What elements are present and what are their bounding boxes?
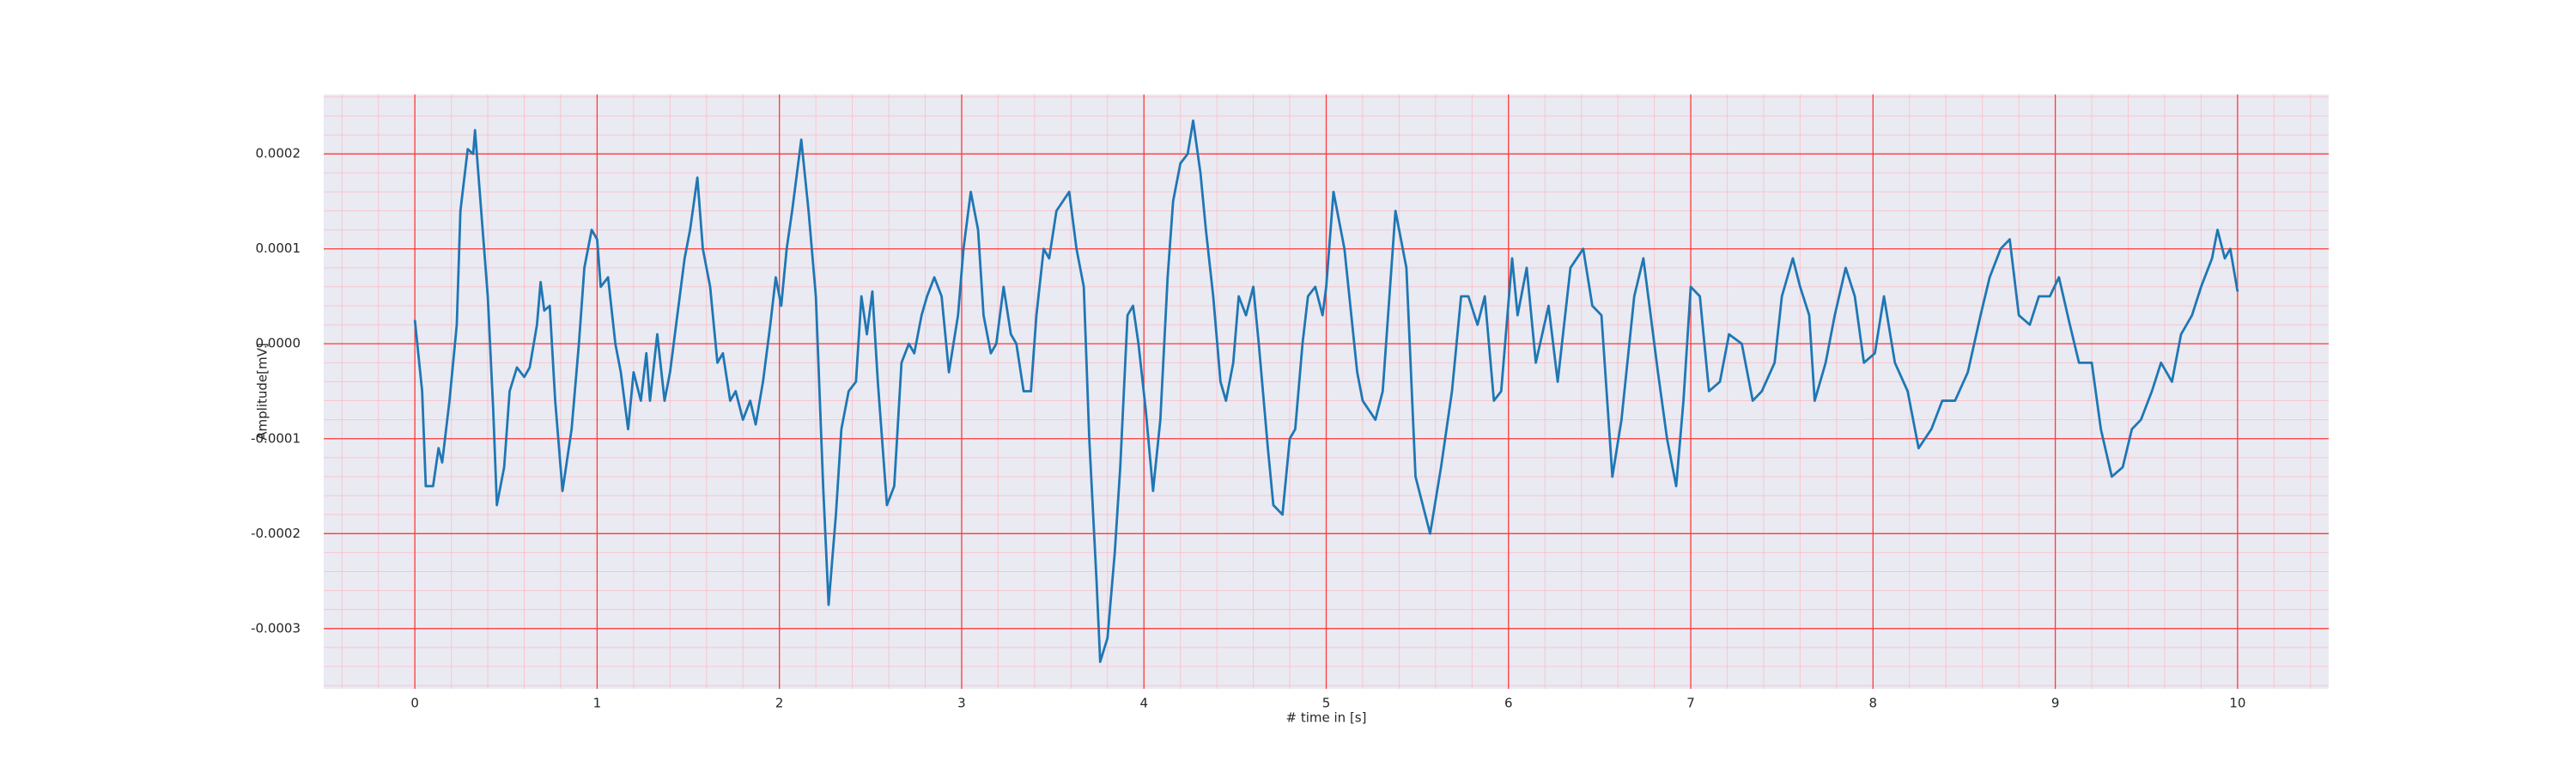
signal-line — [413, 119, 2239, 663]
mark-layer — [413, 119, 2239, 663]
y-tick-label: -0.0002 — [251, 526, 301, 541]
x-tick-label: 2 — [775, 696, 784, 711]
y-tick-label: 0.0001 — [256, 240, 301, 256]
grid-layer — [324, 94, 2329, 689]
x-axis-label: # time in [s] — [1286, 710, 1367, 726]
x-tick-label: 9 — [2051, 696, 2060, 711]
x-tick-label: 4 — [1139, 696, 1148, 711]
x-tick-label: 10 — [2229, 696, 2245, 711]
x-tick-label: 6 — [1504, 696, 1513, 711]
x-tick-label: 7 — [1686, 696, 1695, 711]
x-tick-label: 0 — [410, 696, 419, 711]
x-tick-label: 8 — [1869, 696, 1878, 711]
y-tick-label: 0.0000 — [256, 336, 301, 351]
x-tick-label: 5 — [1322, 696, 1331, 711]
y-tick-label: 0.0002 — [256, 146, 301, 161]
y-axis-label: Amplitude[mV] — [255, 343, 270, 440]
y-tick-label: -0.0001 — [251, 430, 301, 446]
x-tick-label: 1 — [593, 696, 602, 711]
y-tick-label: -0.0003 — [251, 620, 301, 636]
x-tick-label: 3 — [957, 696, 966, 711]
